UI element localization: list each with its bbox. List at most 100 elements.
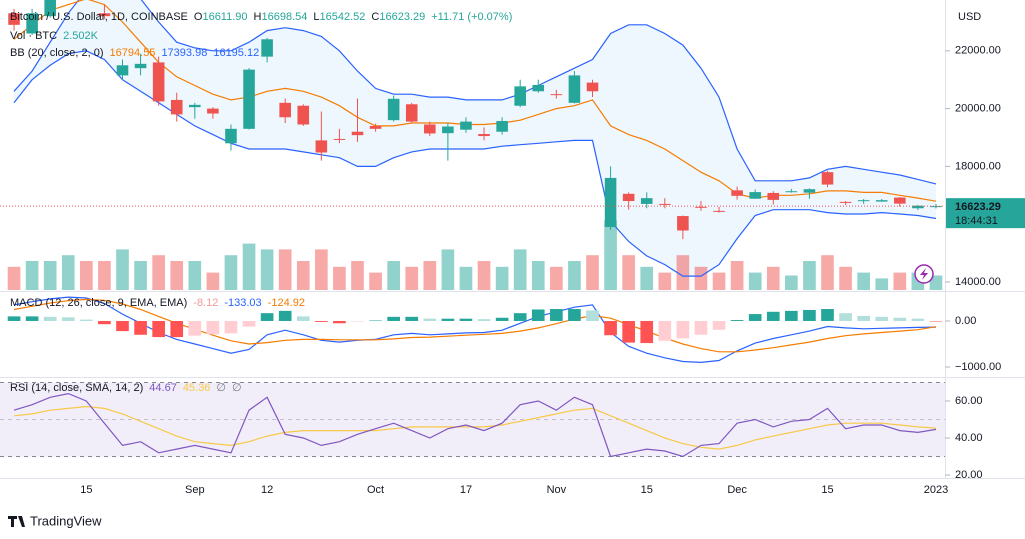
candle-body [225,128,237,144]
y-tick-label: 20000.00 [955,103,1001,115]
candle-body [351,131,364,136]
candle-body [803,189,816,193]
rsi-legend-value: 45.36 [183,382,211,394]
bb-value: 16794.55 [110,47,156,59]
candle-body [152,62,165,102]
candle-body [44,0,56,17]
candle-body [930,206,942,208]
macd-histogram-bar [278,310,292,321]
ohlc-name: L [313,11,319,23]
candle-body [424,124,436,134]
candle-body [640,198,653,204]
candle-body [405,104,418,122]
rsi-legend-value: ∅ [216,382,226,394]
volume-bar [622,255,635,290]
macd-histogram-bar [477,319,491,321]
volume-bar [7,266,21,290]
macd-histogram-bar [188,320,202,336]
candle-body [315,140,328,153]
x-tick-label: 12 [261,484,273,496]
macd-histogram-bar [43,316,57,321]
candle-body [134,63,147,69]
y-tick-label: 18000.00 [955,160,1001,172]
volume-bar [513,249,527,290]
macd-histogram-bar [730,320,744,321]
legend: RSI (14, close, SMA, 14, 2) 44.67 45.36 ∅ ∅ [10,382,242,394]
candle-body [713,210,725,212]
volume-bar [260,249,274,290]
candle-body [261,39,273,57]
volume-layer [7,220,943,290]
rsi-sma-line [13,405,937,450]
macd-histogram-bar [893,317,907,321]
macd-histogram-bar [170,320,184,338]
volume-bar [766,266,780,290]
macd-histogram-bar [622,320,635,343]
volume-bar [748,272,762,290]
legend: BB (20, close, 2, 0) 16794.55 17393.98 1619… [10,47,259,59]
volume-bar [369,272,382,290]
volume-bar [61,255,75,290]
macd-histogram-bar [857,315,870,321]
bb-upper [13,0,937,185]
ohlc-name: O [194,11,203,23]
volume-bar [25,261,39,290]
x-tick-label: 2023 [924,484,948,496]
macd-histogram-bar [224,320,238,334]
macd-histogram-bar [694,320,708,335]
alert-bolt [920,268,928,280]
x-tick-label: Dec [727,484,747,496]
candle-body [857,200,870,202]
candle-body [514,86,526,106]
volume-bar [116,249,129,290]
candle-body [189,104,201,108]
bb-value: 16195.12 [213,47,259,59]
brand-logo[interactable]: TradingView [8,513,102,528]
price-tag [946,198,1025,229]
macd-histogram-bar [803,309,816,321]
y-tick-label: 40.00 [955,432,983,444]
volume-bar [477,261,491,290]
x-tick-label: 15 [821,484,833,496]
volume-bar [676,255,690,290]
candle-body [622,193,635,202]
candle-body [821,172,834,185]
volume-bar [929,275,943,290]
volume-bar [134,261,147,290]
macd-histogram-bar [387,316,400,321]
mark-layer [0,0,945,344]
y-tick-label: 22000.00 [955,45,1001,57]
candle-body [875,200,888,202]
macd-histogram-bar [25,316,39,321]
macd-histogram-bar [351,320,364,322]
x-tick-label: 15 [641,484,653,496]
rsi-line [13,392,937,458]
candle-body [695,206,707,208]
candle-body [532,84,545,92]
macd-histogram-bar [296,316,310,321]
y-tick-label: 20.00 [955,469,983,481]
candle-body [243,69,255,129]
candle-body [731,190,743,196]
volume-bar [80,261,93,290]
macd-histogram-bar [911,318,925,321]
macd-histogram-bar [459,318,473,321]
rsi-title: RSI (14, close, SMA, 14, 2) [10,382,143,394]
y-tick-label: −1000.00 [955,361,1001,373]
candle-body [387,98,400,121]
macd-histogram-bar [821,309,834,321]
macd-histogram-bar [333,320,346,324]
volume-bar [188,261,202,290]
volume-bar [441,249,455,290]
candle-body [839,201,852,203]
volume-bar [640,266,654,290]
ohlc-value: 16542.52 [320,11,366,23]
volume-bar [604,220,617,290]
alert-icon[interactable] [914,264,934,284]
bb-name: BB (20, close, 2, 0) [10,47,104,59]
text-layer: 14000.00 18000.00 20000.00 22000.00 16623.29… [10,11,1025,496]
volume-bar [296,261,310,290]
macd-histogram-bar [658,320,672,341]
volume-bar [803,261,816,290]
candle-body [442,126,454,134]
